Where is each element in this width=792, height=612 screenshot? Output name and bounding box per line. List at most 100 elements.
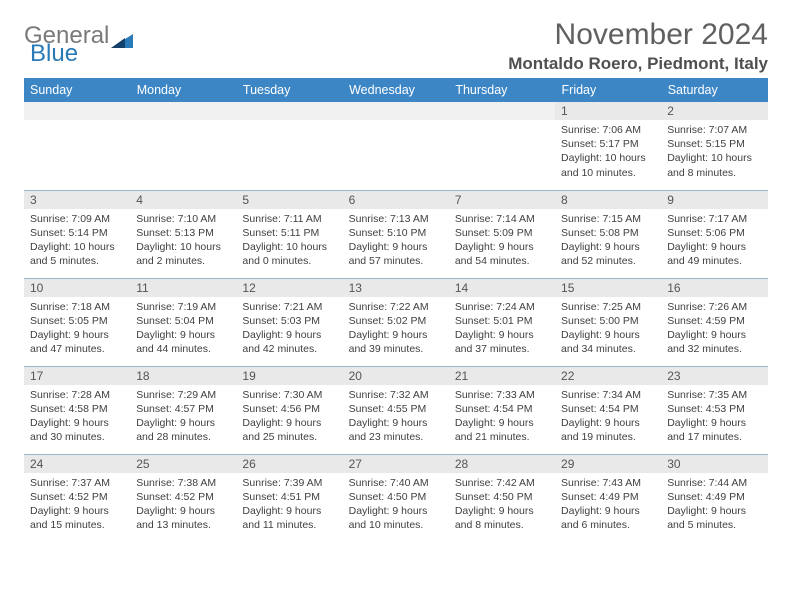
calendar-body: 1Sunrise: 7:06 AMSunset: 5:17 PMDaylight…: [24, 102, 768, 542]
sunrise-text: Sunrise: 7:29 AM: [136, 388, 230, 402]
day-number: 7: [449, 191, 555, 209]
day-number: 19: [236, 367, 342, 385]
day-details: Sunrise: 7:10 AMSunset: 5:13 PMDaylight:…: [130, 209, 236, 273]
sunrise-text: Sunrise: 7:06 AM: [561, 123, 655, 137]
daylight-text: Daylight: 9 hours and 57 minutes.: [349, 240, 443, 268]
sunset-text: Sunset: 5:03 PM: [242, 314, 336, 328]
sunset-text: Sunset: 4:57 PM: [136, 402, 230, 416]
daylight-text: Daylight: 9 hours and 19 minutes.: [561, 416, 655, 444]
calendar-week-row: 17Sunrise: 7:28 AMSunset: 4:58 PMDayligh…: [24, 366, 768, 454]
daylight-text: Daylight: 9 hours and 32 minutes.: [667, 328, 761, 356]
sunset-text: Sunset: 4:54 PM: [455, 402, 549, 416]
sunset-text: Sunset: 4:52 PM: [136, 490, 230, 504]
day-details: Sunrise: 7:17 AMSunset: 5:06 PMDaylight:…: [661, 209, 767, 273]
day-number: 24: [24, 455, 130, 473]
daylight-text: Daylight: 10 hours and 5 minutes.: [30, 240, 124, 268]
sunset-text: Sunset: 4:51 PM: [242, 490, 336, 504]
calendar-cell: 10 Sunrise: 7:18 AMSunset: 5:05 PMDayligh…: [24, 278, 130, 366]
sunset-text: Sunset: 4:55 PM: [349, 402, 443, 416]
day-number: 8: [555, 191, 661, 209]
calendar-cell: 23Sunrise: 7:35 AMSunset: 4:53 PMDayligh…: [661, 366, 767, 454]
weekday-header: Thursday: [449, 78, 555, 102]
day-number: [130, 102, 236, 120]
daylight-text: Daylight: 9 hours and 6 minutes.: [561, 504, 655, 532]
day-details: Sunrise: 7:39 AMSunset: 4:51 PMDaylight:…: [236, 473, 342, 537]
calendar-cell: 25Sunrise: 7:38 AMSunset: 4:52 PMDayligh…: [130, 454, 236, 542]
day-details: Sunrise: 7:42 AMSunset: 4:50 PMDaylight:…: [449, 473, 555, 537]
sunrise-text: Sunrise: 7:24 AM: [455, 300, 549, 314]
day-number: 10: [24, 279, 130, 297]
calendar-cell: 8Sunrise: 7:15 AMSunset: 5:08 PMDaylight…: [555, 190, 661, 278]
day-details: Sunrise: 7:37 AMSunset: 4:52 PMDaylight:…: [24, 473, 130, 537]
day-number: 29: [555, 455, 661, 473]
day-number: 3: [24, 191, 130, 209]
sunrise-text: Sunrise: 7:35 AM: [667, 388, 761, 402]
day-details: Sunrise: 7:13 AMSunset: 5:10 PMDaylight:…: [343, 209, 449, 273]
sunset-text: Sunset: 4:56 PM: [242, 402, 336, 416]
sunset-text: Sunset: 5:10 PM: [349, 226, 443, 240]
daylight-text: Daylight: 9 hours and 49 minutes.: [667, 240, 761, 268]
day-details: Sunrise: 7:07 AMSunset: 5:15 PMDaylight:…: [661, 120, 767, 184]
sunset-text: Sunset: 5:04 PM: [136, 314, 230, 328]
daylight-text: Daylight: 9 hours and 23 minutes.: [349, 416, 443, 444]
daylight-text: Daylight: 9 hours and 13 minutes.: [136, 504, 230, 532]
sunset-text: Sunset: 4:58 PM: [30, 402, 124, 416]
daylight-text: Daylight: 9 hours and 47 minutes.: [30, 328, 124, 356]
day-details: Sunrise: 7:44 AMSunset: 4:49 PMDaylight:…: [661, 473, 767, 537]
calendar-cell: [130, 102, 236, 190]
sunset-text: Sunset: 5:02 PM: [349, 314, 443, 328]
calendar-cell: 11Sunrise: 7:19 AMSunset: 5:04 PMDayligh…: [130, 278, 236, 366]
day-number: 9: [661, 191, 767, 209]
daylight-text: Daylight: 9 hours and 8 minutes.: [455, 504, 549, 532]
daylight-text: Daylight: 10 hours and 0 minutes.: [242, 240, 336, 268]
day-details: Sunrise: 7:11 AMSunset: 5:11 PMDaylight:…: [236, 209, 342, 273]
day-number: 12: [236, 279, 342, 297]
sunrise-text: Sunrise: 7:07 AM: [667, 123, 761, 137]
day-details: Sunrise: 7:40 AMSunset: 4:50 PMDaylight:…: [343, 473, 449, 537]
calendar-cell: [236, 102, 342, 190]
day-number: 25: [130, 455, 236, 473]
day-number: 21: [449, 367, 555, 385]
sunrise-text: Sunrise: 7:30 AM: [242, 388, 336, 402]
daylight-text: Daylight: 10 hours and 2 minutes.: [136, 240, 230, 268]
day-number: 2: [661, 102, 767, 120]
calendar-cell: 30Sunrise: 7:44 AMSunset: 4:49 PMDayligh…: [661, 454, 767, 542]
calendar-cell: [24, 102, 130, 190]
day-details: Sunrise: 7:30 AMSunset: 4:56 PMDaylight:…: [236, 385, 342, 449]
sunrise-text: Sunrise: 7:44 AM: [667, 476, 761, 490]
day-details: Sunrise: 7:38 AMSunset: 4:52 PMDaylight:…: [130, 473, 236, 537]
sunset-text: Sunset: 4:49 PM: [667, 490, 761, 504]
daylight-text: Daylight: 9 hours and 37 minutes.: [455, 328, 549, 356]
daylight-text: Daylight: 9 hours and 21 minutes.: [455, 416, 549, 444]
day-details: Sunrise: 7:25 AMSunset: 5:00 PMDaylight:…: [555, 297, 661, 361]
header: General Blue November 2024 Montaldo Roer…: [24, 18, 768, 74]
sunrise-text: Sunrise: 7:40 AM: [349, 476, 443, 490]
sunrise-text: Sunrise: 7:18 AM: [30, 300, 124, 314]
calendar-cell: 9Sunrise: 7:17 AMSunset: 5:06 PMDaylight…: [661, 190, 767, 278]
sunset-text: Sunset: 5:14 PM: [30, 226, 124, 240]
title-block: November 2024 Montaldo Roero, Piedmont, …: [508, 18, 768, 74]
sunrise-text: Sunrise: 7:25 AM: [561, 300, 655, 314]
sunset-text: Sunset: 5:05 PM: [30, 314, 124, 328]
day-details: Sunrise: 7:28 AMSunset: 4:58 PMDaylight:…: [24, 385, 130, 449]
logo: General Blue: [24, 18, 133, 66]
calendar-cell: 4Sunrise: 7:10 AMSunset: 5:13 PMDaylight…: [130, 190, 236, 278]
day-details: Sunrise: 7:29 AMSunset: 4:57 PMDaylight:…: [130, 385, 236, 449]
sunrise-text: Sunrise: 7:32 AM: [349, 388, 443, 402]
calendar-week-row: 24Sunrise: 7:37 AMSunset: 4:52 PMDayligh…: [24, 454, 768, 542]
calendar-cell: 27Sunrise: 7:40 AMSunset: 4:50 PMDayligh…: [343, 454, 449, 542]
calendar-cell: 22Sunrise: 7:34 AMSunset: 4:54 PMDayligh…: [555, 366, 661, 454]
daylight-text: Daylight: 9 hours and 28 minutes.: [136, 416, 230, 444]
day-number: 4: [130, 191, 236, 209]
day-number: 20: [343, 367, 449, 385]
day-details: Sunrise: 7:33 AMSunset: 4:54 PMDaylight:…: [449, 385, 555, 449]
calendar-cell: 24Sunrise: 7:37 AMSunset: 4:52 PMDayligh…: [24, 454, 130, 542]
day-number: 11: [130, 279, 236, 297]
day-number: 26: [236, 455, 342, 473]
day-number: [449, 102, 555, 120]
sunset-text: Sunset: 5:00 PM: [561, 314, 655, 328]
day-details: Sunrise: 7:19 AMSunset: 5:04 PMDaylight:…: [130, 297, 236, 361]
calendar-week-row: 10Sunrise: 7:18 AMSunset: 5:05 PMDayligh…: [24, 278, 768, 366]
sunset-text: Sunset: 5:01 PM: [455, 314, 549, 328]
sunrise-text: Sunrise: 7:11 AM: [242, 212, 336, 226]
